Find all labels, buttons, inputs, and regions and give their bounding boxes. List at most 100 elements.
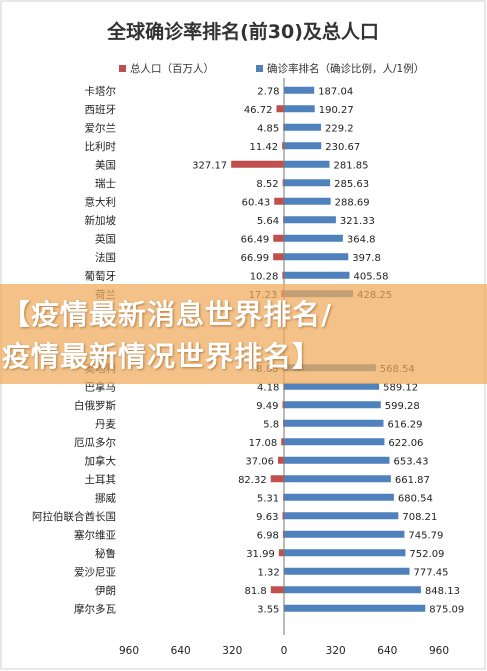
rate-value-label: 230.67: [325, 142, 360, 153]
population-bar: [274, 197, 284, 205]
population-value-label: 10.28: [250, 271, 279, 282]
population-value-label: 3.55: [257, 604, 279, 615]
rate-bar: [284, 216, 336, 224]
population-bar: [276, 105, 284, 113]
population-value-label: 31.99: [246, 549, 275, 560]
rate-value-label: 285.63: [334, 179, 369, 190]
rate-value-label: 229.2: [325, 123, 354, 134]
population-value-label: 66.49: [241, 234, 270, 245]
population-value-label: 2.78: [257, 86, 279, 97]
rate-value-label: 653.43: [394, 456, 429, 467]
rate-value-label: 616.29: [388, 419, 423, 430]
rate-bar: [284, 549, 406, 557]
rate-bar: [284, 401, 381, 409]
category-label: 瑞士: [95, 177, 116, 190]
banner-headline-line1: 【疫情最新消息世界排名/: [2, 298, 333, 331]
population-value-label: 60.43: [242, 197, 271, 208]
population-value-label: 6.98: [257, 530, 279, 541]
rate-value-label: 875.09: [429, 604, 464, 615]
rate-value-label: 752.09: [409, 549, 444, 560]
rate-value-label: 599.28: [385, 401, 420, 412]
x-tick-label: 0: [281, 645, 288, 657]
category-label: 白俄罗斯: [74, 399, 116, 412]
rate-value-label: 622.06: [388, 438, 423, 449]
legend-label-1: 确诊率排名（确诊比例，人/1例）: [267, 62, 424, 75]
population-bar: [282, 271, 284, 279]
rate-bar: [284, 234, 343, 242]
category-label: 比利时: [85, 140, 117, 153]
rate-bar: [284, 586, 421, 594]
population-value-label: 327.17: [192, 160, 227, 171]
rate-bar: [284, 179, 331, 187]
population-bar: [278, 456, 284, 464]
population-value-label: 9.49: [256, 401, 278, 412]
population-bar: [282, 142, 284, 150]
rate-value-label: 281.85: [334, 160, 369, 171]
chart-axis: 960 640 320 0 320 640 960: [119, 78, 449, 657]
category-label: 意大利: [85, 195, 117, 208]
rate-value-label: 321.33: [340, 216, 375, 227]
category-label: 土耳其: [85, 473, 117, 486]
rate-value-label: 405.58: [353, 271, 388, 282]
x-tick-label: 640: [377, 645, 397, 657]
rate-value-label: 288.69: [335, 197, 370, 208]
population-value-label: 4.85: [257, 123, 279, 134]
rate-bar: [284, 142, 322, 150]
category-label: 卡塔尔: [85, 84, 117, 97]
rate-bar: [284, 530, 405, 538]
category-label: 伊朗: [95, 585, 116, 597]
population-bar: [278, 549, 284, 557]
category-label: 塞尔维亚: [74, 528, 116, 541]
rate-bar: [284, 456, 390, 464]
rate-bar: [284, 493, 394, 501]
population-bar: [282, 179, 284, 187]
rate-bar: [284, 105, 315, 113]
category-label: 挪威: [95, 491, 116, 504]
category-label: 法国: [95, 251, 116, 264]
population-bar: [273, 253, 284, 261]
rate-bar: [284, 475, 391, 483]
category-label: 摩尔多瓦: [74, 602, 116, 615]
chart-legend: 总人口（百万人） 确诊率排名（确诊比例，人/1例）: [119, 62, 424, 75]
population-value-label: 17.08: [249, 438, 278, 449]
population-value-label: 1.32: [258, 567, 280, 578]
population-value-label: 46.72: [244, 105, 273, 116]
rate-value-label: 708.21: [402, 512, 437, 523]
category-label: 厄瓜多尔: [74, 436, 116, 449]
chart-bars: 卡塔尔 2.78 187.04 西班牙 46.72 190.27 爱尔兰 4.85 229.2 比…: [32, 84, 464, 615]
category-label: 秘鲁: [95, 547, 116, 560]
population-bar: [281, 438, 284, 446]
rate-bar: [284, 123, 322, 131]
legend-label-0: 总人口（百万人）: [130, 62, 214, 75]
population-bar: [282, 530, 284, 538]
rate-bar: [284, 512, 399, 520]
population-value-label: 37.06: [245, 456, 274, 467]
chart-title: 全球确诊率排名(前30)及总人口: [106, 20, 379, 43]
legend-swatch-0: [119, 65, 126, 72]
category-label: 英国: [95, 232, 116, 245]
category-label: 爱尔兰: [85, 121, 117, 134]
legend-swatch-1: [256, 65, 263, 72]
population-value-label: 5.8: [263, 419, 279, 430]
rate-value-label: 589.12: [383, 382, 418, 393]
category-label: 西班牙: [85, 104, 117, 116]
banner-headline-line2: 疫情最新情况世界排名】: [2, 340, 322, 373]
population-bar: [282, 401, 284, 409]
rate-value-label: 745.79: [408, 530, 443, 541]
rate-bar: [284, 438, 385, 446]
rate-bar: [284, 419, 384, 427]
category-label: 加拿大: [85, 454, 117, 467]
population-value-label: 82.32: [238, 475, 267, 486]
rate-value-label: 680.54: [398, 493, 433, 504]
category-label: 美国: [95, 158, 116, 171]
rate-bar: [284, 271, 350, 279]
population-value-label: 5.31: [257, 493, 279, 504]
rate-value-label: 364.8: [347, 234, 376, 245]
population-value-label: 9.63: [256, 512, 278, 523]
population-bar: [270, 475, 284, 483]
x-tick-label: 320: [222, 645, 242, 657]
population-bar: [270, 586, 284, 594]
promo-banner: [0, 284, 487, 384]
x-tick-label: 320: [326, 645, 346, 657]
population-value-label: 5.64: [257, 216, 279, 227]
